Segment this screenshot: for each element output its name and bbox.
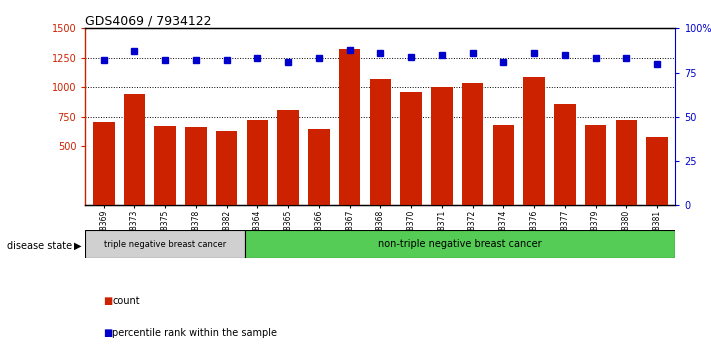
Text: count: count — [112, 296, 140, 306]
Bar — [216, 131, 237, 205]
Bar — [154, 126, 176, 205]
Bar — [584, 125, 606, 205]
Bar — [339, 49, 360, 205]
Bar — [185, 127, 207, 205]
Bar — [554, 104, 576, 205]
Text: percentile rank within the sample: percentile rank within the sample — [112, 328, 277, 338]
Bar — [93, 121, 114, 205]
Text: triple negative breast cancer: triple negative breast cancer — [104, 240, 226, 249]
Text: disease state: disease state — [7, 241, 73, 251]
Bar — [308, 129, 330, 205]
Bar — [493, 125, 514, 205]
Text: ▶: ▶ — [74, 241, 82, 251]
Text: ■: ■ — [103, 296, 112, 306]
Bar — [646, 137, 668, 205]
Bar — [370, 79, 391, 205]
Bar — [124, 95, 145, 205]
Bar — [431, 87, 453, 205]
Bar — [247, 120, 268, 205]
Bar — [400, 92, 422, 205]
Text: non-triple negative breast cancer: non-triple negative breast cancer — [378, 239, 542, 249]
Bar — [462, 82, 483, 205]
Bar — [523, 77, 545, 205]
Text: GDS4069 / 7934122: GDS4069 / 7934122 — [85, 14, 212, 27]
Bar — [85, 230, 245, 258]
Bar — [616, 120, 637, 205]
Bar — [277, 110, 299, 205]
Bar — [245, 230, 675, 258]
Text: ■: ■ — [103, 328, 112, 338]
